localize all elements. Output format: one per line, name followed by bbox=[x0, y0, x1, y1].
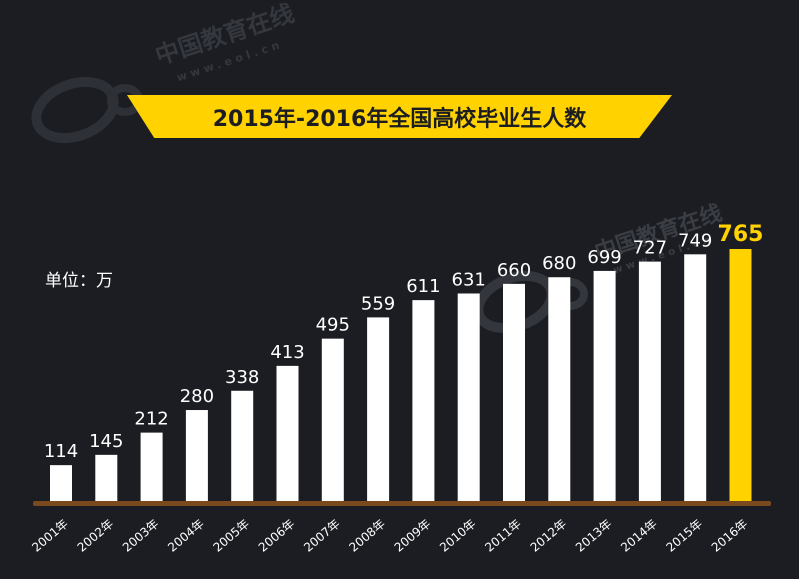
data-label-2013年: 699 bbox=[587, 247, 621, 268]
chart-title: 2015年-2016年全国高校毕业生人数 bbox=[212, 106, 587, 132]
bar-2011年 bbox=[503, 283, 525, 503]
x-tick-label: 2012年 bbox=[528, 517, 570, 555]
title-banner: 2015年-2016年全国高校毕业生人数 bbox=[127, 95, 672, 138]
data-label-2001年: 114 bbox=[44, 441, 78, 462]
x-tick-label: 2015年 bbox=[664, 517, 706, 555]
data-label-2006年: 413 bbox=[270, 342, 304, 363]
data-label-2002年: 145 bbox=[89, 431, 123, 452]
x-tick-label: 2004年 bbox=[165, 517, 207, 555]
data-label-2004年: 280 bbox=[180, 386, 214, 407]
bar-2014年 bbox=[638, 261, 661, 503]
x-tick-label: 2005年 bbox=[211, 517, 253, 555]
data-label-2003年: 212 bbox=[134, 409, 168, 430]
unit-label: 单位：万 bbox=[45, 271, 113, 291]
bar-2006年 bbox=[276, 365, 299, 503]
bar-2007年 bbox=[321, 338, 344, 503]
x-axis-baseline bbox=[33, 501, 771, 506]
x-tick-label: 2006年 bbox=[256, 517, 298, 555]
data-label-2009年: 611 bbox=[406, 276, 440, 297]
data-label-2016年: 765 bbox=[718, 222, 764, 247]
bar-2003年 bbox=[140, 432, 163, 503]
x-tick-label: 2001年 bbox=[29, 517, 71, 555]
bar-2001年 bbox=[50, 465, 72, 503]
x-tick-label: 2009年 bbox=[392, 517, 434, 555]
data-label-2008年: 559 bbox=[361, 293, 395, 314]
x-tick-label: 2003年 bbox=[120, 517, 162, 555]
bar-2013年 bbox=[593, 270, 616, 503]
x-tick-label: 2010年 bbox=[437, 517, 479, 555]
bar-2005年 bbox=[231, 390, 254, 503]
x-tick-label: 2007年 bbox=[301, 517, 343, 555]
bar-2010年 bbox=[457, 293, 480, 503]
data-label-2005年: 338 bbox=[225, 367, 259, 388]
x-tick-label: 2016年 bbox=[709, 517, 751, 555]
bar-2015年 bbox=[684, 254, 707, 503]
x-tick-label: 2008年 bbox=[346, 517, 388, 555]
data-label-2015年: 749 bbox=[678, 230, 712, 251]
x-tick-label: 2011年 bbox=[482, 517, 524, 555]
x-tick-label: 2014年 bbox=[618, 517, 660, 555]
bar-2004年 bbox=[185, 410, 208, 503]
bar-2012年 bbox=[548, 277, 571, 503]
data-label-2011年: 660 bbox=[497, 260, 531, 281]
data-label-2010年: 631 bbox=[452, 269, 486, 290]
x-tick-label: 2013年 bbox=[573, 517, 615, 555]
data-label-2014年: 727 bbox=[633, 238, 667, 259]
data-label-2012年: 680 bbox=[542, 253, 576, 274]
bar-2002年 bbox=[95, 454, 118, 503]
x-tick-label: 2002年 bbox=[75, 517, 117, 555]
bar-2016年 bbox=[729, 249, 752, 503]
bar-2009年 bbox=[412, 300, 435, 503]
bar-2008年 bbox=[367, 317, 390, 503]
data-label-2007年: 495 bbox=[316, 315, 350, 336]
